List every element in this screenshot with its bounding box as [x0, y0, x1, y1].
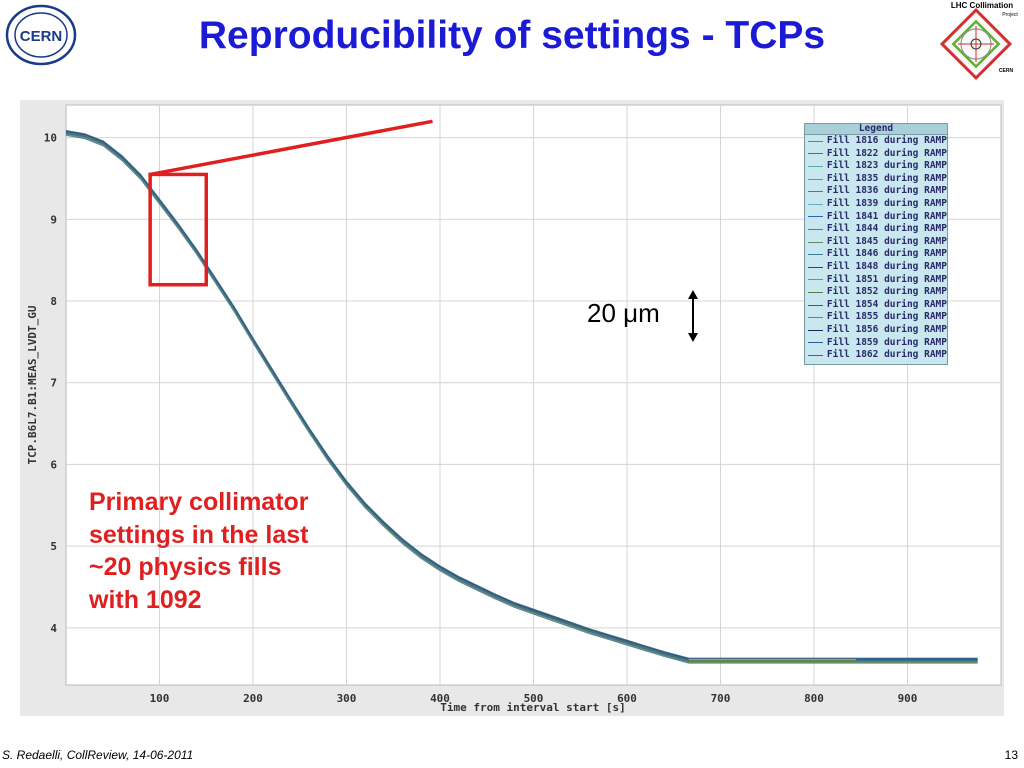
legend-swatch [808, 140, 823, 142]
legend-swatch [808, 279, 823, 281]
legend-swatch [808, 216, 823, 218]
legend-swatch [808, 342, 823, 344]
legend-entry: Fill 1835 during RAMP [805, 173, 947, 186]
annotation-text: Primary collimator settings in the last … [89, 488, 309, 614]
y-tick-label: 5 [50, 540, 57, 553]
legend-label: Fill 1841 during RAMP [826, 210, 947, 222]
legend-entry: Fill 1855 during RAMP [805, 311, 947, 324]
x-tick-label: 100 [150, 692, 170, 705]
x-axis-label: Time from interval start [s] [440, 701, 625, 714]
chart-legend: Legend Fill 1816 during RAMP Fill 1822 du… [804, 123, 948, 365]
legend-entry: Fill 1848 during RAMP [805, 261, 947, 274]
y-axis-label: TCP.B6L7.B1:MEAS_LVDT_GU [26, 305, 39, 464]
legend-label: Fill 1851 during RAMP [826, 273, 947, 285]
y-tick-label: 6 [50, 458, 57, 471]
legend-entry: Fill 1856 during RAMP [805, 324, 947, 337]
legend-swatch [808, 191, 823, 193]
legend-entry: Fill 1841 during RAMP [805, 211, 947, 224]
legend-swatch [808, 165, 823, 167]
series-line [65, 129, 978, 659]
legend-entry: Fill 1862 during RAMP [805, 349, 947, 362]
legend-label: Fill 1823 during RAMP [826, 160, 947, 172]
x-tick-label: 800 [804, 692, 824, 705]
x-tick-label: 900 [898, 692, 918, 705]
legend-swatch [808, 354, 823, 356]
legend-entry: Fill 1854 during RAMP [805, 299, 947, 312]
y-tick-label: 4 [50, 622, 57, 635]
x-tick-label: 400 [430, 692, 450, 705]
zoom-box [148, 172, 208, 287]
legend-entry: Fill 1859 during RAMP [805, 337, 947, 350]
legend-label: Fill 1862 during RAMP [826, 349, 947, 361]
legend-swatch [808, 241, 823, 243]
lhc-logo-bottom: CERN [999, 68, 1014, 74]
line-chart: 4 5 6 7 8 9 10 100 200 300 400 500 600 700 800 900 Tim… [26, 104, 1002, 714]
legend-label: Fill 1848 during RAMP [826, 260, 947, 272]
legend-label: Fill 1844 during RAMP [826, 223, 947, 235]
page-title: Reproducibility of settings - TCPs [198, 14, 826, 57]
lhc-collimation-logo: LHC Collimation Project CERN [938, 0, 1022, 84]
legend-label: Fill 1845 during RAMP [826, 235, 947, 247]
legend-entry: Fill 1844 during RAMP [805, 223, 947, 236]
y-tick-label: 8 [50, 295, 57, 308]
legend-label: Fill 1839 during RAMP [826, 197, 947, 209]
legend-swatch [808, 317, 823, 319]
legend-label: Fill 1859 during RAMP [826, 336, 947, 348]
legend-label: Fill 1855 during RAMP [826, 311, 947, 323]
legend-entry: Fill 1823 during RAMP [805, 160, 947, 173]
legend-entry: Fill 1816 during RAMP [805, 135, 947, 148]
legend-swatch [808, 304, 823, 306]
zoom-pointer-line [149, 119, 433, 177]
lhc-logo-title: LHC Collimation [951, 1, 1013, 10]
legend-label: Fill 1846 during RAMP [826, 248, 947, 260]
footer-author: S. Redaelli, CollReview, 14-06-2011 [2, 748, 194, 762]
legend-swatch [808, 178, 823, 180]
x-tick-label: 600 [617, 692, 637, 705]
legend-label: Fill 1836 during RAMP [826, 185, 947, 197]
legend-swatch [808, 266, 823, 268]
y-tick-label: 7 [50, 377, 57, 390]
x-tick-label: 200 [243, 692, 263, 705]
legend-entry: Fill 1836 during RAMP [805, 185, 947, 198]
cern-logo-text: CERN [20, 28, 63, 45]
legend-label: Fill 1852 during RAMP [826, 286, 947, 298]
scale-label: 20 μm [587, 298, 660, 328]
y-tick-label: 10 [44, 132, 57, 145]
legend-swatch [808, 254, 823, 256]
legend-label: Fill 1816 during RAMP [826, 135, 947, 146]
legend-entry: Fill 1851 during RAMP [805, 274, 947, 287]
x-tick-label: 500 [524, 692, 544, 705]
legend-swatch [808, 329, 823, 331]
page-number: 13 [1004, 748, 1018, 762]
legend-label: Fill 1822 during RAMP [826, 147, 947, 159]
legend-label: Fill 1856 during RAMP [826, 323, 947, 335]
legend-label: Fill 1854 during RAMP [826, 298, 947, 310]
legend-swatch [808, 203, 823, 205]
legend-swatch [808, 228, 823, 230]
legend-entry: Fill 1846 during RAMP [805, 248, 947, 261]
x-tick-label: 700 [711, 692, 731, 705]
legend-title: Legend [805, 124, 947, 135]
double-arrow-icon [688, 290, 698, 342]
lhc-logo-subtitle: Project [1002, 12, 1018, 18]
legend-entry: Fill 1852 during RAMP [805, 286, 947, 299]
legend-entry: Fill 1839 during RAMP [805, 198, 947, 211]
legend-swatch [808, 291, 823, 293]
y-tick-label: 9 [50, 213, 57, 226]
x-tick-label: 300 [337, 692, 357, 705]
legend-entry: Fill 1822 during RAMP [805, 148, 947, 161]
legend-entry: Fill 1845 during RAMP [805, 236, 947, 249]
cern-logo: CERN [4, 3, 78, 67]
legend-swatch [808, 153, 823, 155]
legend-label: Fill 1835 during RAMP [826, 172, 947, 184]
